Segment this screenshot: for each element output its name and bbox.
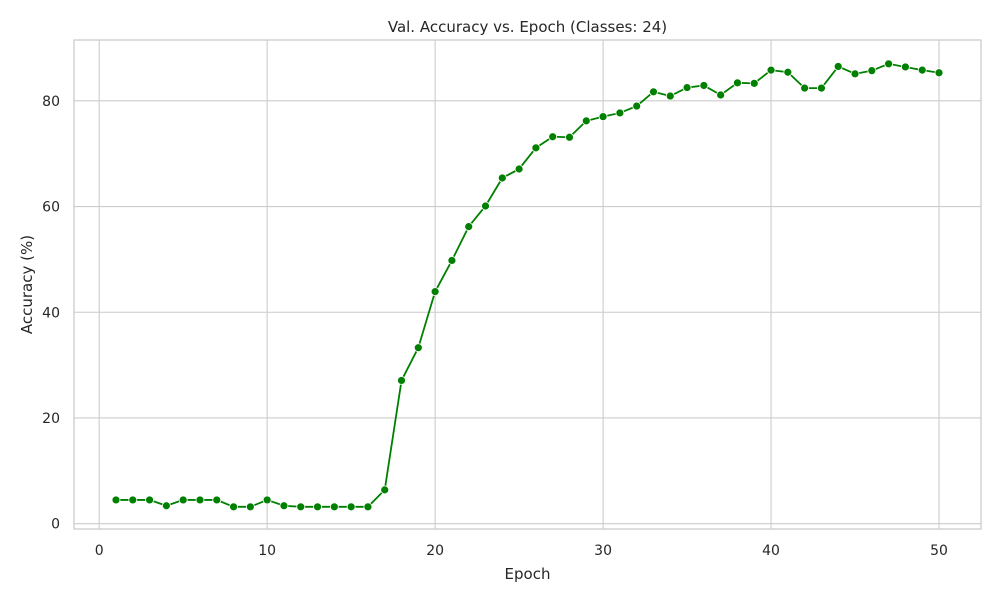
y-tick-label: 0 <box>51 517 60 533</box>
data-point <box>346 502 356 512</box>
grid <box>74 40 981 529</box>
data-point <box>430 287 440 297</box>
data-point <box>128 495 138 505</box>
data-point <box>279 501 289 511</box>
x-tick-label: 10 <box>258 543 276 559</box>
data-point <box>413 343 423 353</box>
data-point <box>682 83 692 92</box>
data-point <box>581 116 591 126</box>
x-tick-label: 50 <box>930 543 948 559</box>
data-point <box>749 78 759 88</box>
data-point <box>262 495 272 505</box>
data-point <box>397 376 406 385</box>
y-tick-label: 40 <box>42 305 60 321</box>
data-point <box>817 83 826 93</box>
data-point <box>867 66 877 76</box>
x-axis-label: Epoch <box>505 565 551 583</box>
data-point <box>934 68 944 78</box>
data-point <box>850 69 860 79</box>
tick-labels: 0 10 20 30 40 50 0 20 40 60 80 <box>42 94 948 559</box>
y-tick-label: 60 <box>42 200 60 216</box>
data-point <box>766 65 776 75</box>
data-point <box>649 87 658 97</box>
data-point <box>363 502 373 512</box>
data-point <box>464 222 474 232</box>
data-point <box>615 108 625 118</box>
data-point <box>514 164 524 174</box>
data-point <box>901 62 910 72</box>
x-tick-label: 40 <box>762 543 780 559</box>
data-point <box>598 112 608 122</box>
data-point <box>800 83 810 93</box>
data-point <box>481 201 490 211</box>
x-tick-label: 0 <box>95 543 104 559</box>
data-point <box>296 502 306 512</box>
data-point <box>733 78 742 88</box>
data-point <box>833 62 843 71</box>
series-layer <box>111 59 944 512</box>
data-point <box>716 90 726 100</box>
x-tick-label: 30 <box>594 543 612 559</box>
data-point <box>497 173 507 183</box>
data-point <box>917 65 927 75</box>
data-point <box>195 495 205 505</box>
series-line <box>115 62 940 508</box>
data-point <box>531 143 541 153</box>
data-point <box>229 502 238 512</box>
x-tick-label: 20 <box>426 543 444 559</box>
data-point <box>111 495 121 505</box>
y-tick-label: 20 <box>42 411 60 427</box>
data-point <box>884 59 894 69</box>
data-point <box>447 256 457 265</box>
data-point <box>245 502 255 512</box>
data-point <box>548 132 558 142</box>
data-point <box>565 132 574 142</box>
data-point <box>632 101 642 111</box>
chart-title: Val. Accuracy vs. Epoch (Classes: 24) <box>388 18 667 36</box>
data-point <box>212 495 222 505</box>
data-point <box>145 495 154 505</box>
data-point <box>313 502 322 512</box>
data-point <box>665 91 675 101</box>
data-point <box>329 502 339 512</box>
data-point <box>380 485 390 495</box>
data-point <box>699 81 709 90</box>
y-tick-label: 80 <box>42 94 60 110</box>
plot-frame <box>73 39 982 530</box>
data-point <box>783 67 793 77</box>
data-point <box>178 495 188 505</box>
y-axis-label: Accuracy (%) <box>18 235 36 334</box>
data-point <box>161 501 171 511</box>
